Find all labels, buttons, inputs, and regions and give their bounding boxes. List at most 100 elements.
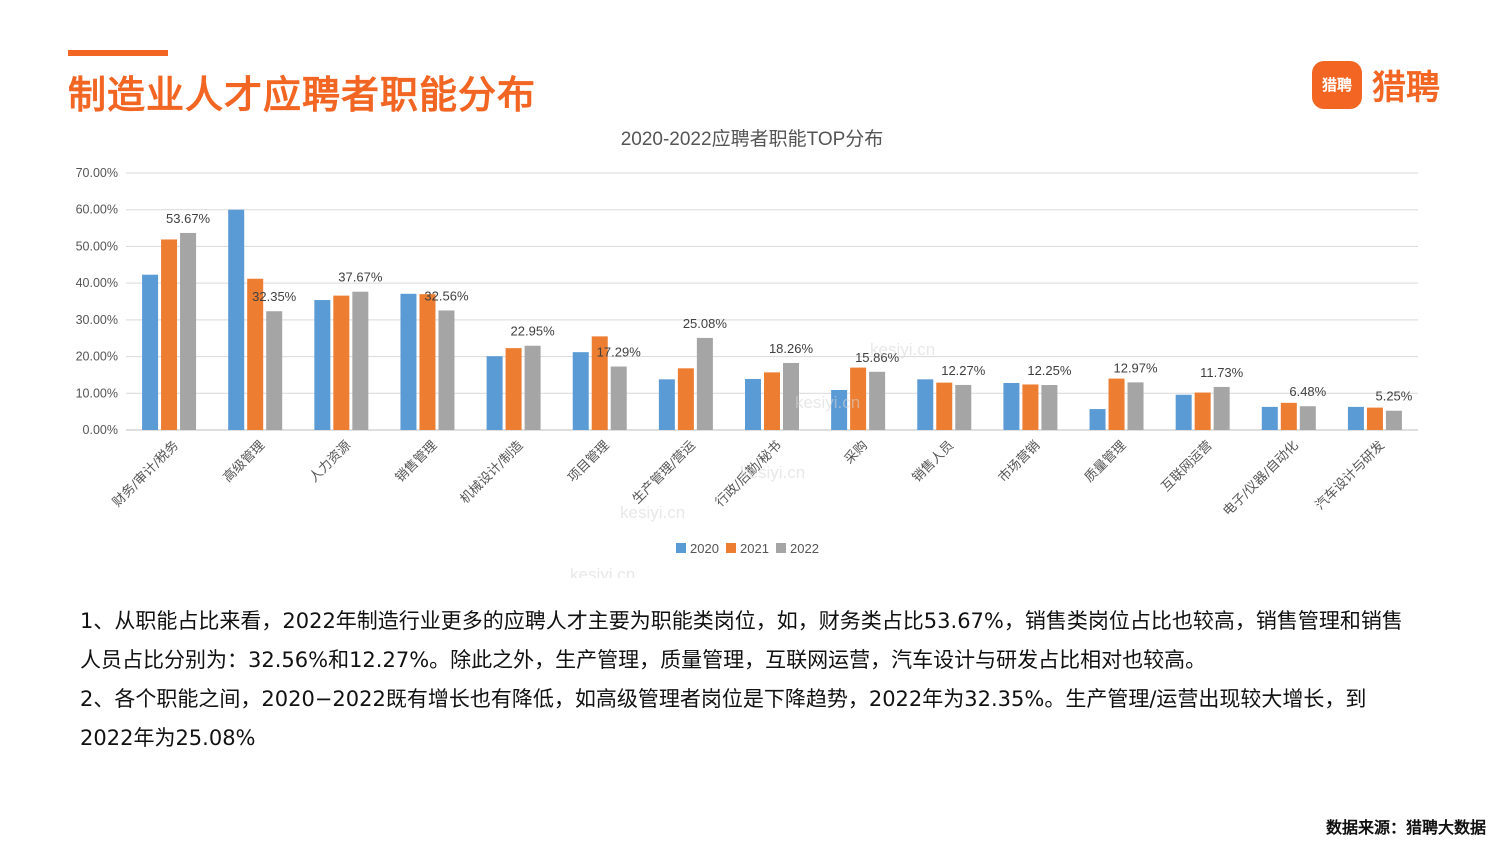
bar-2020 [1347,406,1364,430]
bar-2020 [745,378,761,430]
bar-2020 [400,293,417,430]
category-label: 采购 [841,438,871,468]
note-paragraph-2: 2、各个职能之间，2020−2022既有增长也有降低，如高级管理者岗位是下降趋势… [80,687,1367,750]
data-label: 6.48% [1289,384,1326,399]
bar-2021 [333,295,350,430]
bar-2020 [228,209,245,430]
page-title: 制造业人才应聘者职能分布 [68,73,537,117]
y-tick-label: 40.00% [76,276,118,290]
bar-2021 [591,336,608,430]
bar-2022 [1041,385,1058,430]
bar-2021 [936,382,953,430]
note-paragraph-1: 1、从职能占比来看，2022年制造行业更多的应聘人才主要为职能类岗位，如，财务类… [80,609,1403,672]
category-label: 生产管理/营运 [630,438,699,507]
data-label: 18.26% [769,341,814,356]
category-label: 质量管理 [1082,438,1129,485]
category-label: 电子/仪器/自动化 [1220,438,1301,519]
bar-2022 [610,366,627,430]
y-tick-label: 20.00% [76,350,118,364]
analysis-notes: 1、从职能占比来看，2022年制造行业更多的应聘人才主要为职能类岗位，如，财务类… [80,602,1410,758]
bar-2021 [505,348,522,430]
bar-2022 [352,291,369,430]
bar-2021 [1108,378,1125,430]
bar-2022 [869,371,886,430]
data-label: 53.67% [166,211,211,226]
category-label: 项目管理 [565,438,612,485]
data-label: 15.86% [855,350,900,365]
legend-label: 2021 [740,541,769,556]
watermark-text: kesiyi.cn [620,503,685,522]
data-label: 12.97% [1113,360,1158,375]
data-source: 数据来源：猎聘大数据 [1325,818,1486,837]
bar-2022 [1299,406,1316,430]
bar-2020 [486,356,503,430]
data-label: 22.95% [511,324,556,339]
watermark-text: kesiyi.cn [740,463,805,482]
bar-2021 [419,294,436,430]
logo-badge-icon: 猎聘 [1312,60,1362,109]
y-tick-label: 30.00% [76,313,118,327]
bar-2021 [1022,384,1039,430]
data-label: 11.73% [1200,365,1244,380]
category-label: 财务/审计/税务 [109,438,182,511]
y-tick-label: 0.00% [83,423,118,437]
bar-2022 [266,311,283,430]
bar-2021 [764,372,780,430]
data-label: 17.29% [597,345,642,360]
bar-2021 [247,278,264,430]
category-label: 机械设计/制造 [458,438,527,507]
bar-2020 [142,274,159,430]
category-label: 互联网运营 [1159,438,1216,495]
category-label: 高级管理 [220,438,268,486]
watermark-text: kesiyi.cn [870,340,935,359]
bar-2020 [658,379,675,430]
y-tick-label: 60.00% [76,203,118,217]
legend-swatch [676,543,686,553]
data-label: 32.56% [424,288,469,303]
category-label: 销售管理 [392,438,440,486]
data-label: 12.27% [941,363,986,378]
data-label: 5.25% [1375,389,1412,404]
bar-2020 [1175,394,1192,430]
category-label: 销售人员 [909,438,957,486]
logo-text: 猎聘 [1372,68,1440,108]
bar-2022 [783,362,799,430]
bar-2022 [438,310,455,430]
bar-2021 [850,367,867,430]
bar-2020 [314,300,331,430]
watermark-text: kesiyi.cn [570,565,635,578]
legend-label: 2022 [790,541,819,556]
bar-2022 [180,232,197,430]
legend-swatch [776,543,786,553]
bar-2022 [696,337,713,430]
bar-2022 [1127,382,1144,430]
data-label: 32.35% [252,289,297,304]
category-label: 人力资源 [307,438,354,485]
bar-2020 [1089,409,1106,430]
category-label: 市场营销 [995,438,1043,486]
data-label: 12.25% [1027,363,1072,378]
legend-label: 2020 [690,541,719,556]
title-accent-bar [68,50,168,56]
bar-2021 [1280,402,1297,430]
bar-2022 [1213,386,1230,430]
data-label: 25.08% [683,316,728,331]
chart-title: 2020-2022应聘者职能TOP分布 [621,128,884,150]
y-tick-label: 50.00% [76,239,118,253]
brand-logo: 猎聘 猎聘 [1312,60,1440,109]
bar-2020 [1003,383,1020,430]
bar-2021 [1366,407,1383,430]
bar-2020 [572,352,589,430]
bar-2020 [1261,406,1278,430]
bar-2020 [917,379,934,430]
bar-2021 [161,239,178,430]
legend-swatch [726,543,736,553]
bar-2021 [1194,392,1211,430]
bar-2022 [1385,410,1402,430]
data-label: 37.67% [338,270,383,285]
bar-2021 [677,368,694,430]
bar-chart: 2020-2022应聘者职能TOP分布 0.00% 10.00% 20.00% 30.0… [76,128,1418,578]
y-tick-label: 70.00% [76,166,118,180]
category-label: 汽车设计与研发 [1312,438,1388,514]
bar-2020 [831,389,848,430]
